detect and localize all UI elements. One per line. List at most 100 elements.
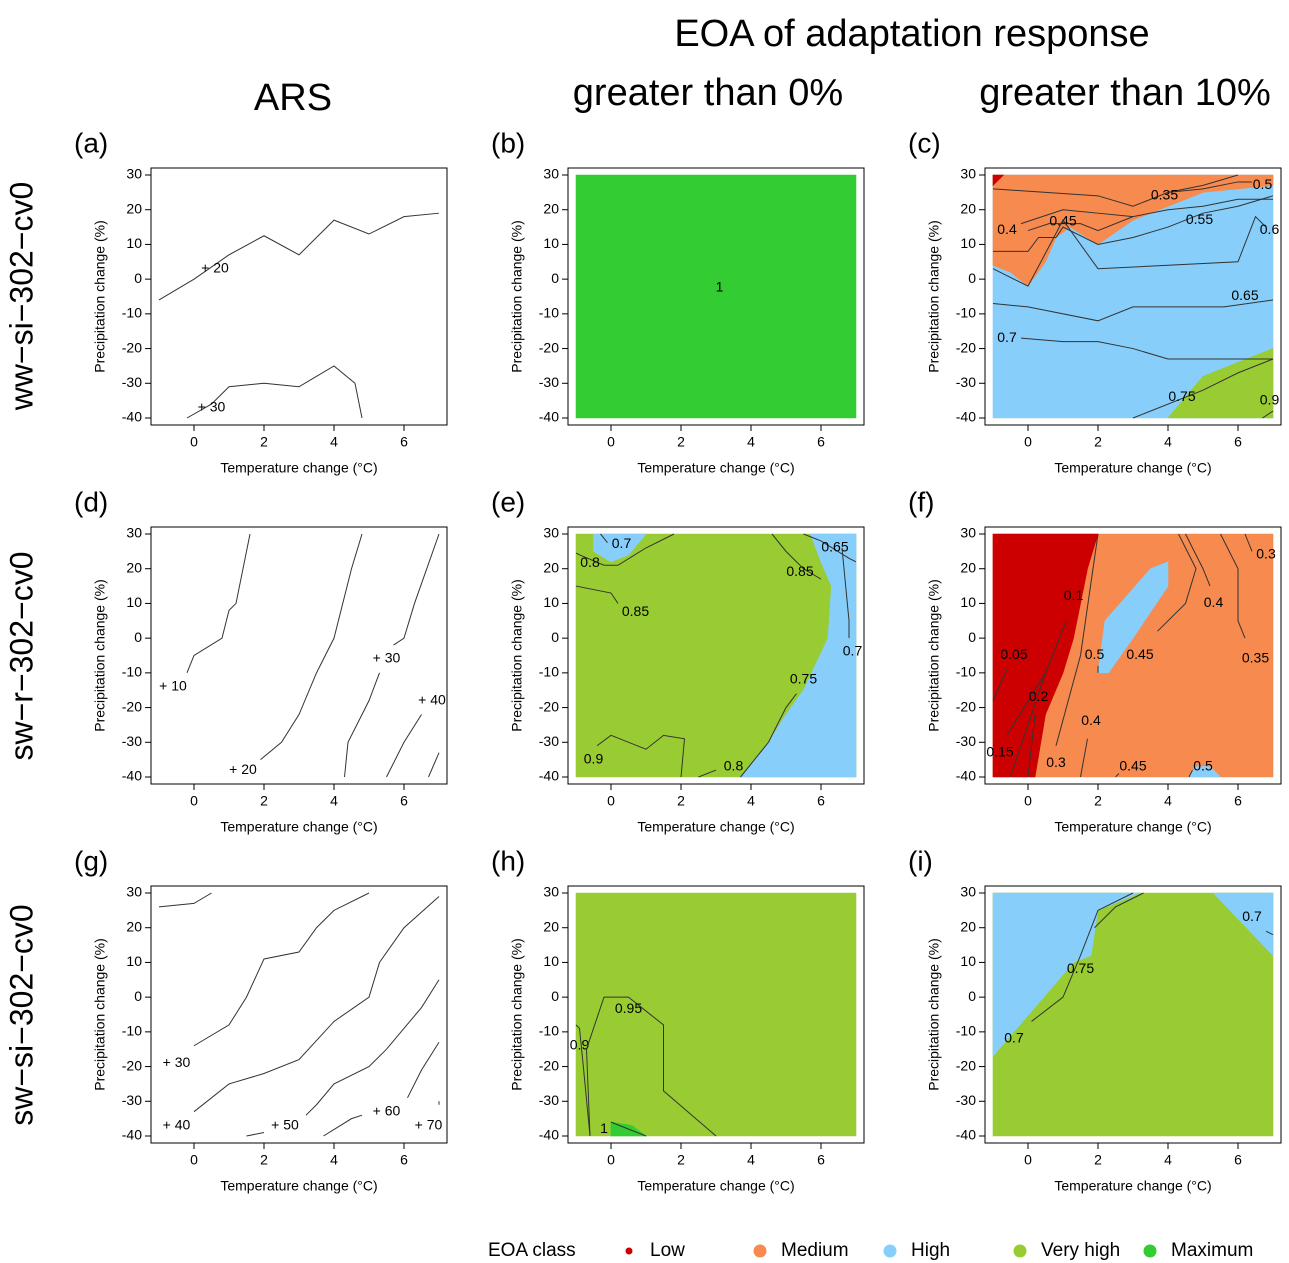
- contour-line: [158, 212, 440, 301]
- region: [575, 892, 857, 1137]
- legend-label: High: [911, 1240, 950, 1261]
- legend-swatch: [1013, 1244, 1027, 1258]
- x-tick-label: 0: [1024, 1152, 1032, 1168]
- y-tick-label: -30: [539, 374, 559, 390]
- contour-label: 1: [716, 279, 724, 295]
- x-tick-label: 4: [747, 793, 755, 809]
- contour-label: + 40: [418, 691, 446, 707]
- y-tick-label: 30: [543, 884, 559, 900]
- region: [575, 174, 857, 419]
- contour-line: [1157, 533, 1197, 632]
- row-label: sw−si−302−cv0: [3, 904, 39, 1125]
- contour-line: [246, 1132, 265, 1137]
- x-axis-label: Temperature change (°C): [1054, 460, 1211, 476]
- y-tick-label: 20: [960, 200, 976, 216]
- x-tick-label: 4: [330, 793, 338, 809]
- contour-line: [1006, 672, 1046, 736]
- y-tick-label: 30: [960, 525, 976, 541]
- x-tick-label: 6: [817, 434, 825, 450]
- contour-label: 0.15: [986, 743, 1013, 759]
- y-tick-label: 20: [960, 918, 976, 934]
- y-tick-label: -40: [956, 409, 976, 425]
- contour-line: [1094, 892, 1144, 929]
- contour-line: [1027, 714, 1036, 778]
- contour-line: [1080, 738, 1088, 778]
- contour-label: + 50: [271, 1116, 299, 1132]
- y-tick-label: -40: [122, 1127, 142, 1143]
- header: EOA of adaptation response: [674, 13, 1149, 55]
- y-tick-label: 20: [543, 200, 559, 216]
- contour-label: 0.5: [1085, 646, 1105, 662]
- plot-frame: [984, 885, 1282, 1144]
- panel-label: (f): [908, 486, 934, 517]
- panel: (d) + 10 + 20 + 30 + 40 0 2 4 6 -40 -30 -20 -10 0 10 20…: [74, 486, 448, 835]
- contour-label: 0.45: [1126, 646, 1153, 662]
- legend-swatch: [883, 1244, 897, 1258]
- x-tick-label: 6: [1234, 793, 1242, 809]
- plot-frame: [150, 526, 448, 785]
- panel: (c)0.350.40.450.50.550.60.650.70.75 0.90 2…: [908, 127, 1282, 476]
- contour-label: 0.45: [1119, 757, 1146, 773]
- y-tick-label: 30: [543, 166, 559, 182]
- contour-line: [1167, 181, 1252, 193]
- contour-line: [193, 896, 440, 1113]
- contour-label: + 70: [415, 1116, 443, 1132]
- y-tick-label: -20: [956, 1057, 976, 1073]
- y-axis-label: Precipitation change (%): [509, 938, 525, 1091]
- contour-label: + 20: [229, 761, 257, 777]
- y-axis-label: Precipitation change (%): [926, 579, 942, 732]
- region: [1167, 348, 1274, 419]
- y-tick-label: 20: [960, 559, 976, 575]
- contour-line: [407, 1042, 440, 1099]
- legend-swatch: [625, 1247, 633, 1255]
- y-tick-label: 0: [134, 270, 142, 286]
- x-tick-label: 0: [1024, 434, 1032, 450]
- y-axis-label: Precipitation change (%): [926, 938, 942, 1091]
- y-tick-label: -40: [122, 768, 142, 784]
- region: [1097, 561, 1169, 674]
- contour-line: [992, 669, 1008, 701]
- contour-label: + 30: [198, 398, 226, 414]
- contour-line: [344, 672, 380, 778]
- y-tick-label: -30: [539, 733, 559, 749]
- row-label: ww−si−302−cv0: [3, 182, 39, 412]
- panel: (e) 0.7 0.8 0.85 0.85 0.65 0.7 0.75 0.8 0.9 0 2 4 6 -4…: [491, 486, 865, 835]
- contour-line: [803, 533, 857, 563]
- x-axis-label: Temperature change (°C): [220, 819, 377, 835]
- x-tick-label: 2: [677, 793, 685, 809]
- panel-label: (h): [491, 845, 525, 876]
- contour-line: [1244, 533, 1253, 552]
- region: [1212, 892, 1274, 957]
- contour-line: [1027, 198, 1273, 232]
- x-tick-label: 0: [607, 793, 615, 809]
- contour-label: 0.3: [1256, 546, 1276, 562]
- y-tick-label: 10: [960, 235, 976, 251]
- x-tick-label: 6: [817, 793, 825, 809]
- y-tick-label: -20: [956, 698, 976, 714]
- contour-label: 0.6: [1260, 221, 1280, 237]
- contour-line: [323, 1114, 363, 1137]
- y-tick-label: 10: [126, 953, 142, 969]
- y-tick-label: 30: [543, 525, 559, 541]
- plot-frame: [150, 167, 448, 426]
- y-axis-label: Precipitation change (%): [92, 938, 108, 1091]
- y-tick-label: -10: [122, 1023, 142, 1039]
- y-tick-label: 30: [960, 166, 976, 182]
- contour-line: [1020, 337, 1273, 360]
- y-tick-label: 10: [543, 235, 559, 251]
- y-tick-label: 10: [543, 953, 559, 969]
- contour-line: [596, 734, 686, 778]
- x-tick-label: 6: [400, 793, 408, 809]
- y-tick-label: -30: [956, 1092, 976, 1108]
- contour-line: [600, 533, 608, 543]
- contour-line: [585, 996, 717, 1137]
- contour-line: [1262, 410, 1274, 419]
- contour-label: 0.7: [997, 329, 1017, 345]
- y-tick-label: -10: [539, 305, 559, 321]
- contour-label: 0.9: [584, 750, 604, 766]
- column-title: greater than 10%: [979, 72, 1271, 114]
- y-tick-label: -20: [539, 1057, 559, 1073]
- panel: (f) 0.05 0.1 0.15 0.2 0.3 0.4 0.5 0.45 0.4 0.35 0.3…: [908, 486, 1282, 835]
- legend-swatch: [1143, 1244, 1157, 1258]
